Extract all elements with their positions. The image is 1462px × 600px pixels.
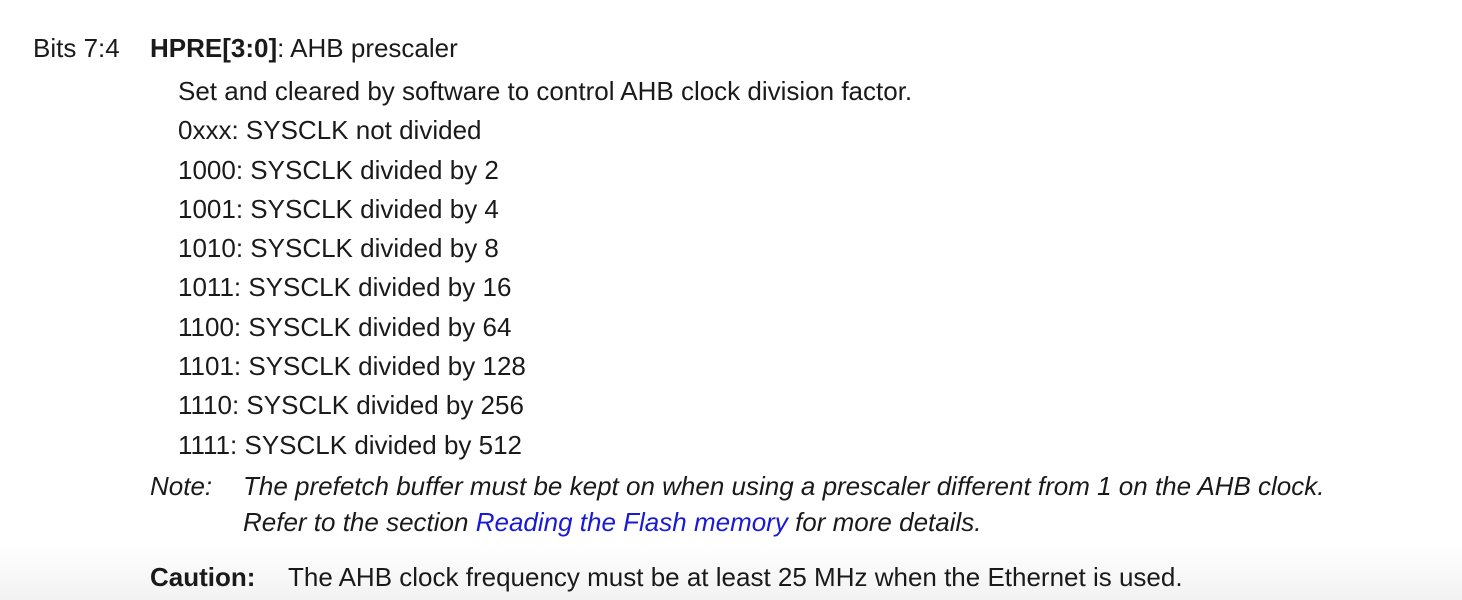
value-line-1111: 1111: SYSCLK divided by 512 (178, 429, 523, 460)
field-name: HPRE[3:0] (150, 33, 278, 63)
value-line-1000: 1000: SYSCLK divided by 2 (178, 154, 499, 185)
bits-range-label: Bits 7:4 (33, 33, 120, 63)
value-line-1001: 1001: SYSCLK divided by 4 (178, 193, 499, 224)
note-line-2-prefix: Refer to the section (243, 507, 469, 537)
value-line-1100: 1100: SYSCLK divided by 64 (178, 311, 512, 342)
description-line: Set and cleared by software to control A… (178, 76, 913, 106)
caution-text: The AHB clock frequency must be at least… (288, 562, 1183, 592)
note-label: Note: (150, 471, 213, 501)
field-description: AHB prescaler (290, 33, 458, 63)
value-line-1101: 1101: SYSCLK divided by 128 (178, 351, 526, 382)
value-line-0xxx: 0xxx: SYSCLK not divided (178, 115, 482, 146)
value-line-1011: 1011: SYSCLK divided by 16 (178, 272, 512, 303)
flash-memory-section-link[interactable]: Reading the Flash memory (475, 507, 788, 537)
note-line-1: The prefetch buffer must be kept on when… (243, 471, 1325, 501)
note-line-2-suffix: for more details. (795, 507, 982, 537)
value-line-1010: 1010: SYSCLK divided by 8 (178, 233, 499, 264)
note-line-2: Refer to the section Reading the Flash m… (243, 504, 1325, 540)
value-line-1110: 1110: SYSCLK divided by 256 (178, 390, 524, 421)
field-value-list: Set and cleared by software to control A… (178, 72, 912, 465)
caution-background (0, 545, 1462, 600)
field-separator: : (277, 33, 285, 63)
caution-label: Caution: (150, 562, 256, 592)
field-title: HPRE[3:0]: AHB prescaler (150, 29, 458, 68)
note-body: The prefetch buffer must be kept on when… (243, 468, 1325, 540)
caution-block: Caution: The AHB clock frequency must be … (150, 558, 1183, 597)
